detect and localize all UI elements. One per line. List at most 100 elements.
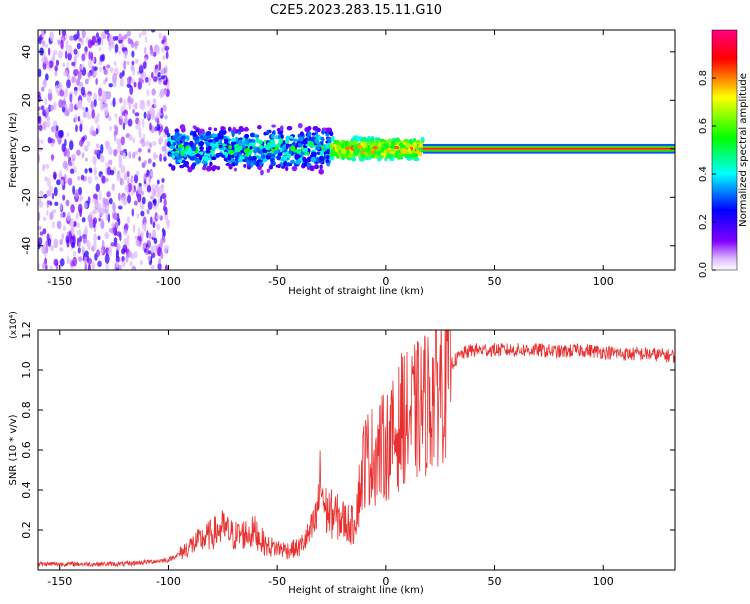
heatmap-cell: [248, 139, 253, 143]
heatmap-cell: [165, 51, 169, 60]
heatmap-cell: [209, 161, 213, 167]
heatmap-cell: [93, 71, 98, 77]
heatmap-cell: [176, 155, 183, 160]
heatmap-cell: [57, 50, 63, 59]
heatmap-cell: [73, 221, 77, 227]
heatmap-cell: [44, 73, 49, 81]
y-tick-label: 0: [20, 145, 33, 152]
heatmap-cell: [261, 153, 266, 160]
heatmap-cell: [80, 86, 86, 96]
heatmap-cell: [134, 112, 140, 117]
heatmap-cell: [132, 137, 136, 144]
heatmap-cell: [41, 30, 45, 38]
heatmap-cell: [103, 79, 106, 85]
heatmap-cell: [277, 164, 281, 169]
heatmap-cell: [58, 99, 64, 108]
heatmap-cell: [244, 153, 250, 157]
heatmap-cell: [377, 156, 382, 162]
heatmap-cell: [100, 248, 104, 254]
heatmap-cell: [126, 170, 130, 178]
heatmap-cell: [183, 141, 190, 147]
heatmap-cell: [116, 231, 121, 237]
heatmap-cell: [269, 157, 275, 163]
heatmap-cell: [61, 143, 66, 153]
heatmap-cell: [132, 103, 138, 109]
heatmap-cell: [137, 227, 141, 237]
y-tick-label: -20: [20, 188, 33, 206]
heatmap-cell: [118, 158, 123, 167]
heatmap-cell: [158, 258, 162, 265]
heatmap-cell: [105, 262, 109, 270]
heatmap-cell: [68, 103, 72, 110]
heatmap-cell: [81, 152, 85, 159]
snr-y-multiplier: (x10⁴): [9, 311, 19, 338]
heatmap-cell: [95, 183, 101, 192]
heatmap-cell: [316, 142, 322, 148]
heatmap-cell: [101, 239, 105, 250]
heatmap-cell: [325, 133, 330, 137]
heatmap-cell: [113, 237, 118, 244]
heatmap-cell: [87, 214, 93, 223]
heatmap-cell: [148, 142, 152, 149]
y-tick-label: 0.2: [20, 521, 33, 539]
heatmap-cell: [74, 188, 79, 199]
heatmap-cell: [122, 244, 128, 253]
heatmap-cell: [146, 209, 150, 215]
heatmap-cell: [55, 84, 59, 94]
heatmap-cell: [383, 149, 387, 154]
heatmap-cell: [163, 245, 168, 254]
heatmap-cell: [76, 229, 82, 236]
heatmap-cell: [119, 72, 123, 79]
colorbar-tick-label: 0.8: [698, 70, 709, 86]
heatmap-cell: [72, 250, 77, 257]
heatmap-cell: [53, 238, 59, 249]
heatmap-cell: [271, 143, 277, 148]
heatmap-cell: [384, 157, 388, 162]
heatmap-cell: [116, 143, 122, 154]
heatmap-cell: [304, 151, 310, 156]
heatmap-cell: [286, 125, 293, 131]
colorbar-tick-label: 0.4: [698, 166, 709, 182]
heatmap-cell: [38, 68, 42, 78]
heatmap-cell: [250, 142, 257, 146]
heatmap-cell: [157, 71, 161, 78]
heatmap-cell: [120, 106, 125, 113]
heatmap-cell: [153, 76, 158, 83]
heatmap-cell: [394, 140, 398, 145]
heatmap-cell: [387, 138, 393, 143]
heatmap-cell: [113, 213, 118, 221]
heatmap-cell: [131, 60, 135, 66]
heatmap-cell: [258, 162, 264, 166]
heatmap-cell: [131, 208, 135, 217]
heatmap-cell: [155, 45, 161, 55]
heatmap-cell: [84, 51, 88, 56]
heatmap-cell: [98, 217, 101, 222]
heatmap-cell: [148, 232, 152, 240]
heatmap-cell: [390, 150, 396, 155]
heatmap-cell: [105, 77, 108, 82]
x-tick-label: -50: [268, 275, 286, 288]
heatmap-cell: [102, 197, 106, 204]
heatmap-cell: [357, 144, 362, 150]
heatmap-cell: [42, 163, 45, 172]
heatmap-cell: [326, 154, 330, 160]
x-tick-label: 0: [382, 575, 389, 588]
heatmap-cell: [46, 120, 51, 128]
heatmap-cell: [123, 34, 128, 40]
heatmap-cell: [156, 201, 159, 208]
heatmap-cell: [78, 37, 82, 42]
heatmap-cell: [227, 126, 232, 132]
heatmap-cell: [127, 118, 133, 127]
x-tick-label: -100: [156, 275, 181, 288]
heatmap-cell: [104, 253, 110, 264]
heatmap-cell: [43, 56, 48, 65]
heatmap-cell: [129, 85, 134, 96]
heatmap-cell: [87, 93, 92, 104]
heatmap-cell: [248, 155, 253, 162]
heatmap-cell: [405, 142, 411, 149]
y-tick-label: 1.0: [20, 361, 33, 379]
heatmap-cell: [166, 221, 170, 230]
heatmap-cell: [157, 262, 162, 270]
heatmap-cell: [231, 162, 236, 167]
heatmap-cell: [121, 260, 126, 268]
